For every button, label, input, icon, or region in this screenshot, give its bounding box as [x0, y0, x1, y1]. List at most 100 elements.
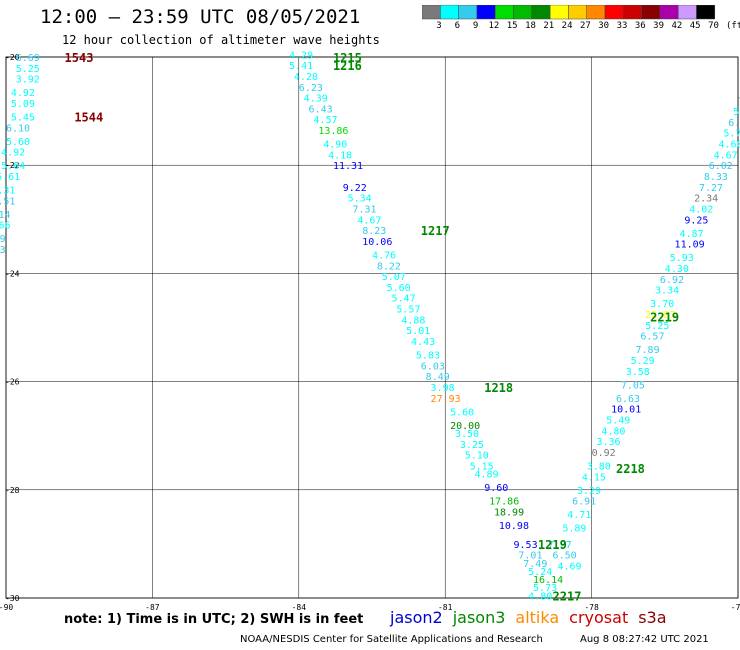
legend-entry: jason3	[452, 608, 506, 627]
wave-height-point: 7.49	[523, 559, 547, 570]
wave-height-point: 8.23	[362, 226, 386, 237]
y-tick-label: -28	[5, 486, 20, 495]
colorbar	[422, 5, 716, 20]
wave-height-point: 9.53	[514, 540, 538, 551]
wave-height-point: 6.92	[660, 275, 684, 286]
wave-height-point: 5.57	[396, 305, 420, 316]
colorbar-label: 30	[598, 21, 610, 31]
wave-height-point: 7.05	[621, 380, 645, 391]
wave-height-point: 3.36	[596, 437, 620, 448]
wave-height-point: 5.07	[382, 272, 406, 283]
wave-height-point: 4.88	[401, 315, 425, 326]
wave-height-point: 5.31	[0, 186, 15, 197]
legend-entry: jason2	[390, 608, 443, 627]
wave-height-point: 9.60	[484, 483, 508, 494]
wave-height-point: 4.67	[357, 215, 381, 226]
wave-height-point: 3.92	[16, 75, 40, 86]
wave-height-point: 11.31	[333, 161, 363, 172]
wave-height-point: 5.10	[465, 451, 489, 462]
pass-label: 1216	[333, 59, 362, 73]
wave-height-point: 6.10	[6, 123, 30, 134]
wave-height-point: 4.55	[0, 259, 1, 270]
wave-height-point: 10.98	[499, 521, 529, 532]
wave-height-point: 5.25	[645, 321, 669, 332]
pass-label: 2218	[616, 462, 645, 476]
wave-height-point: 3.98	[431, 383, 455, 394]
wave-height-point: 6.31	[728, 118, 740, 129]
y-tick-label: -22	[5, 161, 20, 170]
wave-height-point: 5.47	[392, 294, 416, 305]
wave-height-point: 4.30	[665, 264, 689, 275]
grid	[5, 56, 739, 599]
wave-height-point: 5.93	[670, 253, 694, 264]
wave-height-point: 4.76	[372, 250, 396, 261]
wave-height-point: 6.91	[572, 497, 596, 508]
y-tick-label: -30	[5, 594, 20, 603]
legend-entry: s3a	[638, 608, 667, 627]
wave-height-point: 5.60	[387, 283, 411, 294]
pass-label: 2219	[650, 311, 679, 325]
wave-height-point: 5.64	[1, 161, 25, 172]
pass-label: 1215	[333, 51, 362, 65]
track-series: 7.276.504.695.894.716.913.294.153.800.92…	[548, 96, 740, 573]
generation-timestamp: Aug 8 08:27:42 UTC 2021	[580, 634, 709, 645]
legend-entry: altika	[515, 608, 560, 627]
wave-height-point: 5.36	[733, 107, 740, 118]
wave-height-point: 4.02	[689, 204, 713, 215]
chart-title: 12:00 – 23:59 UTC 08/05/2021	[40, 6, 361, 28]
wave-height-point: 10.06	[362, 237, 392, 248]
x-tick-label: -90	[0, 603, 13, 612]
wave-height-point: 3.70	[650, 299, 674, 310]
wave-height-point: 5.89	[562, 524, 586, 535]
pass-label: 1217	[421, 224, 450, 238]
colorbar-label: 45	[689, 21, 701, 31]
wave-height-point: 5.15	[470, 461, 494, 472]
wave-height-point: 4.80	[528, 591, 552, 602]
wave-height-point: 4.71	[567, 510, 591, 521]
wave-height-point: 13.86	[318, 126, 348, 137]
colorbar-label: 36	[634, 21, 646, 31]
wave-height-point: 7.31	[738, 96, 740, 107]
wave-height-point: 7.27	[548, 540, 572, 551]
pass-label: 1543	[65, 51, 94, 65]
colorbar-label: 12	[488, 21, 500, 31]
wave-height-point: 7.89	[636, 345, 660, 356]
colorbar-label: 39	[653, 21, 665, 31]
colorbar-label: 15	[506, 21, 518, 31]
plot-frame	[5, 56, 739, 599]
colorbar-label: 27	[579, 21, 591, 31]
x-tick-label: -87	[145, 603, 160, 612]
wave-height-point: 3.50	[455, 429, 479, 440]
wave-height-point: 4.69	[557, 562, 581, 573]
y-tick-label: -20	[5, 53, 20, 62]
y-tick-label: -26	[5, 378, 20, 387]
wave-height-point: 6.14	[0, 210, 11, 221]
colorbar-label: 21	[543, 21, 555, 31]
wave-height-point: 6.02	[709, 161, 733, 172]
wave-height-point: 5.45	[11, 113, 35, 124]
colorbar-label: 70	[708, 21, 719, 31]
wave-height-point: 10.01	[611, 405, 641, 416]
y-tick-label: -24	[5, 269, 20, 278]
wave-height-point: 5.66	[0, 221, 11, 232]
wave-height-point: 5.49	[606, 415, 630, 426]
pass-label: 1544	[74, 111, 103, 125]
legend-entry: cryosat	[569, 608, 629, 627]
wave-height-point: 6.51	[0, 196, 15, 207]
wave-height-point: 3.58	[626, 367, 650, 378]
wave-height-point: 4.67	[714, 150, 738, 161]
wave-height-point: 4.57	[313, 115, 337, 126]
colorbar-unit: (ft)	[726, 21, 740, 31]
wave-height-point: 4.28	[294, 72, 318, 83]
wave-height-point: 16.14	[533, 575, 563, 586]
wave-height-point: 5.24	[528, 567, 552, 578]
wave-height-point: 3.29	[577, 486, 601, 497]
wave-height-point: 4.29	[289, 50, 313, 61]
colorbar-label: 3	[436, 21, 442, 31]
colorbar-label: 18	[525, 21, 536, 31]
wave-height-point: 4.92	[11, 88, 35, 99]
wave-height-point: 7.31	[352, 204, 376, 215]
x-tick-label: -75	[731, 603, 740, 612]
wave-height-point: 5.25	[16, 64, 40, 75]
